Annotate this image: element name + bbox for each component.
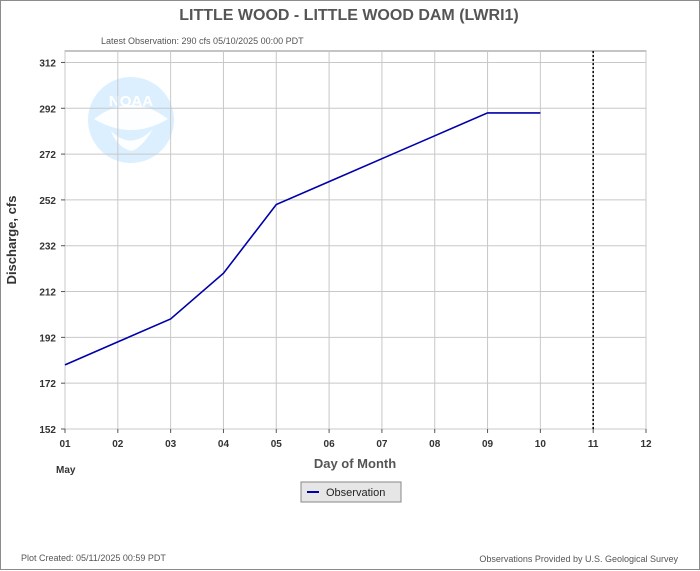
x-tick-label: 01: [59, 439, 71, 450]
x-tick-label: 07: [376, 439, 388, 450]
x-tick-label: 04: [218, 439, 230, 450]
y-tick-label: 272: [39, 150, 56, 161]
x-axis-month-label: May: [56, 465, 76, 476]
y-tick-label: 212: [39, 288, 56, 299]
x-tick-label: 10: [535, 439, 547, 450]
noaa-logo-text: NOAA: [109, 93, 153, 110]
x-axis-label: Day of Month: [314, 456, 396, 471]
x-tick-label: 05: [271, 439, 283, 450]
x-tick-label: 03: [165, 439, 177, 450]
observation-series-line: [64, 112, 541, 366]
x-tick-label: 02: [112, 439, 124, 450]
x-tick-label: 06: [324, 439, 336, 450]
latest-observation: Latest Observation: 290 cfs 05/10/2025 0…: [101, 36, 304, 46]
plot-created: Plot Created: 05/11/2025 00:59 PDT: [21, 553, 166, 563]
y-tick-label: 252: [39, 196, 56, 207]
y-tick-label: 152: [39, 425, 56, 436]
grid: [64, 51, 647, 430]
data-provider: Observations Provided by U.S. Geological…: [479, 554, 678, 564]
chart-title: LITTLE WOOD - LITTLE WOOD DAM (LWRI1): [179, 7, 519, 24]
y-axis-label: Discharge, cfs: [4, 196, 19, 285]
series-group: [64, 112, 541, 366]
x-tick-label: 08: [429, 439, 441, 450]
x-tick-label: 09: [482, 439, 494, 450]
y-tick-label: 312: [39, 58, 56, 69]
y-tick-label: 172: [39, 379, 56, 390]
noaa-logo: NOAA: [88, 77, 174, 163]
legend: Observation: [300, 481, 402, 503]
legend-observation-label: Observation: [326, 487, 385, 499]
y-tick-label: 192: [39, 333, 56, 344]
x-tick-label: 12: [640, 439, 652, 450]
y-axis-ticks: 152 172 192 212 232 252 272 292 312: [39, 58, 65, 436]
y-tick-label: 292: [39, 104, 56, 115]
y-tick-label: 232: [39, 242, 56, 253]
legend-box: [300, 481, 402, 503]
x-tick-label: 11: [588, 439, 599, 450]
x-axis-ticks: 01 02 03 04 05 06 07 08 09 10 11 12: [59, 429, 652, 450]
